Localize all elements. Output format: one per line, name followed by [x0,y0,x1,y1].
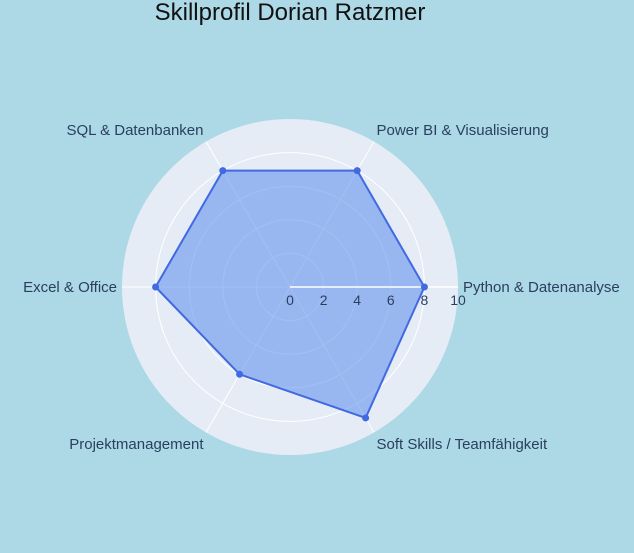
category-label: Python & Datenanalyse [463,279,620,296]
radial-tick-label: 4 [353,292,361,308]
category-label: Soft Skills / Teamfähigkeit [377,436,548,453]
category-label: Excel & Office [23,279,117,296]
radial-tick-label: 10 [450,292,466,308]
radial-tick-label: 6 [387,292,395,308]
category-label: Projektmanagement [69,436,204,453]
radial-tick-label: 0 [286,292,294,308]
data-point [362,414,370,422]
data-point [219,167,227,175]
data-point [152,283,160,291]
chart-title: Skillprofil Dorian Ratzmer [155,0,426,26]
data-point [236,370,244,378]
radial-tick-label: 8 [421,292,429,308]
data-point [420,283,428,291]
category-label: Power BI & Visualisierung [377,122,549,139]
radial-tick-label: 2 [320,292,328,308]
category-label: SQL & Datenbanken [66,122,203,139]
data-point [353,167,361,175]
